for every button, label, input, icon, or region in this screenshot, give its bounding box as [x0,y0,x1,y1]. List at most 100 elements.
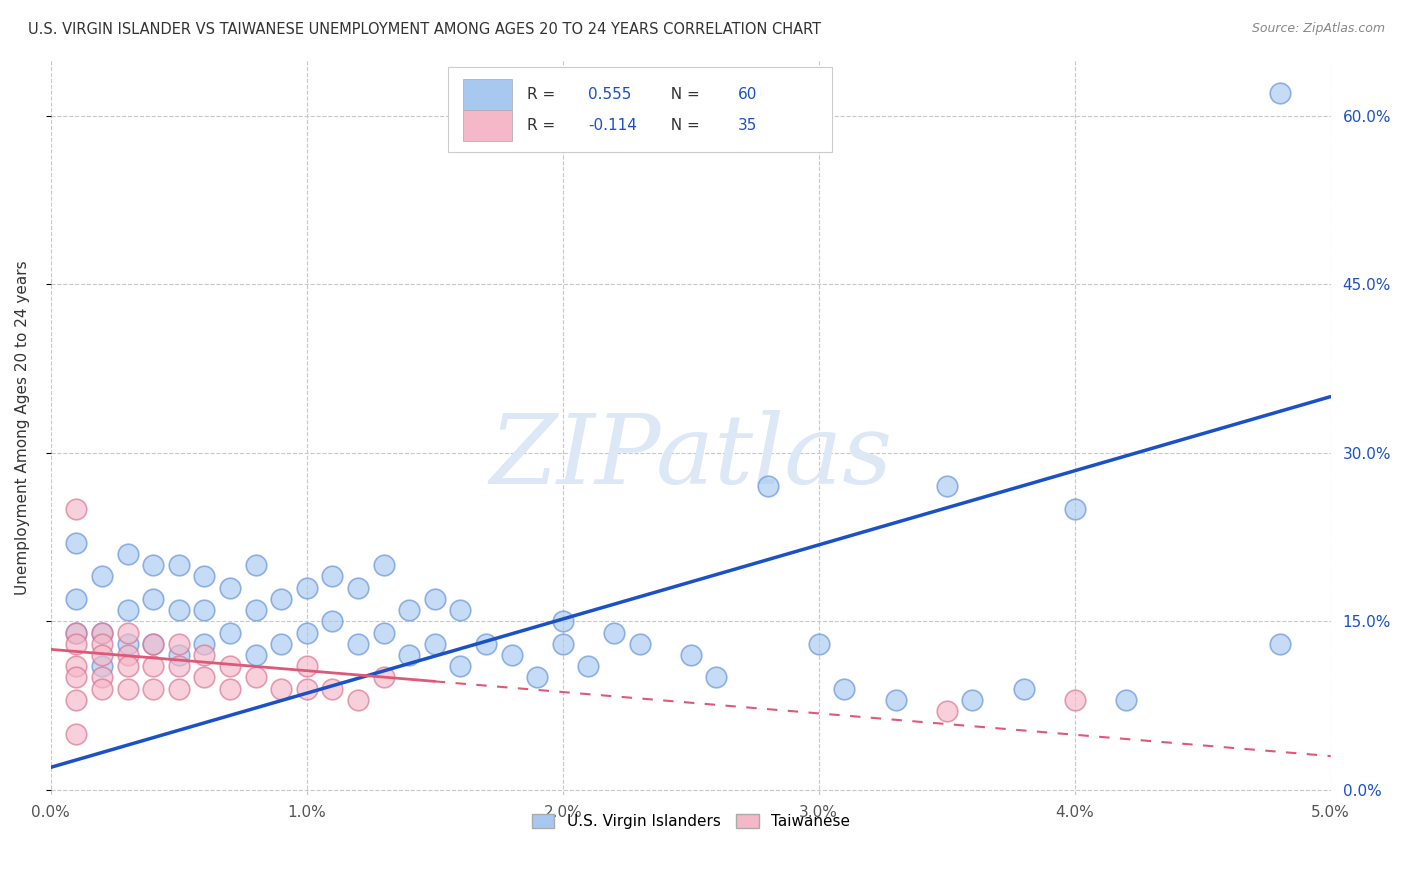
Point [167,648,190,662]
Point [91,681,114,696]
Point [347,693,370,707]
Point [65,693,87,707]
Point [373,558,395,573]
Point [706,670,728,684]
Point [142,591,165,606]
Point [117,681,139,696]
Point [91,648,114,662]
Point [219,625,242,640]
Point [245,558,267,573]
Point [935,479,957,493]
Point [1268,87,1291,101]
Point [884,693,907,707]
Point [117,625,139,640]
Point [807,637,830,651]
Point [321,681,343,696]
Point [475,637,498,651]
Point [193,648,215,662]
Point [91,670,114,684]
Point [347,637,370,651]
Point [219,659,242,673]
Point [1063,693,1085,707]
Point [1268,637,1291,651]
Point [373,670,395,684]
Point [834,681,856,696]
Point [91,625,114,640]
Point [295,659,318,673]
Point [117,648,139,662]
Point [91,569,114,583]
Text: U.S. VIRGIN ISLANDER VS TAIWANESE UNEMPLOYMENT AMONG AGES 20 TO 24 YEARS CORRELA: U.S. VIRGIN ISLANDER VS TAIWANESE UNEMPL… [28,22,821,37]
Point [65,670,87,684]
Point [551,614,574,628]
Point [142,558,165,573]
Point [193,637,215,651]
Point [65,637,87,651]
Point [501,648,523,662]
Point [935,704,957,718]
FancyBboxPatch shape [447,67,831,152]
Point [321,614,343,628]
Point [962,693,984,707]
Point [219,681,242,696]
Point [142,637,165,651]
Point [245,670,267,684]
Point [142,681,165,696]
Point [1063,502,1085,516]
Legend: U.S. Virgin Islanders, Taiwanese: U.S. Virgin Islanders, Taiwanese [526,808,856,836]
Point [245,648,267,662]
Text: -0.114: -0.114 [588,119,637,133]
Point [295,681,318,696]
Point [576,659,599,673]
Point [65,659,87,673]
Point [449,603,471,617]
Point [91,637,114,651]
Point [117,603,139,617]
Point [270,591,292,606]
Point [167,603,190,617]
Point [551,637,574,651]
Point [91,625,114,640]
Point [295,625,318,640]
Point [423,591,446,606]
Point [270,637,292,651]
Text: 0.555: 0.555 [588,87,631,103]
Text: 35: 35 [738,119,758,133]
Point [321,569,343,583]
FancyBboxPatch shape [463,78,512,110]
Text: Source: ZipAtlas.com: Source: ZipAtlas.com [1251,22,1385,36]
Point [679,648,702,662]
Point [193,603,215,617]
Point [373,625,395,640]
Point [65,625,87,640]
Point [65,535,87,549]
Point [603,625,626,640]
Point [398,648,420,662]
Text: ZIPatlas: ZIPatlas [489,410,893,504]
Point [142,659,165,673]
Point [270,681,292,696]
Point [245,603,267,617]
Point [65,726,87,740]
Text: N =: N = [661,87,704,103]
Point [117,547,139,561]
Text: R =: R = [527,87,560,103]
Point [219,581,242,595]
Text: 60: 60 [738,87,758,103]
Point [1115,693,1137,707]
Point [1012,681,1035,696]
Point [628,637,651,651]
Text: N =: N = [661,119,704,133]
Point [398,603,420,617]
Text: R =: R = [527,119,560,133]
Point [65,625,87,640]
Point [526,670,548,684]
Point [449,659,471,673]
Point [117,637,139,651]
Point [167,659,190,673]
Point [65,502,87,516]
Point [193,569,215,583]
Point [142,637,165,651]
Point [65,591,87,606]
Point [91,659,114,673]
